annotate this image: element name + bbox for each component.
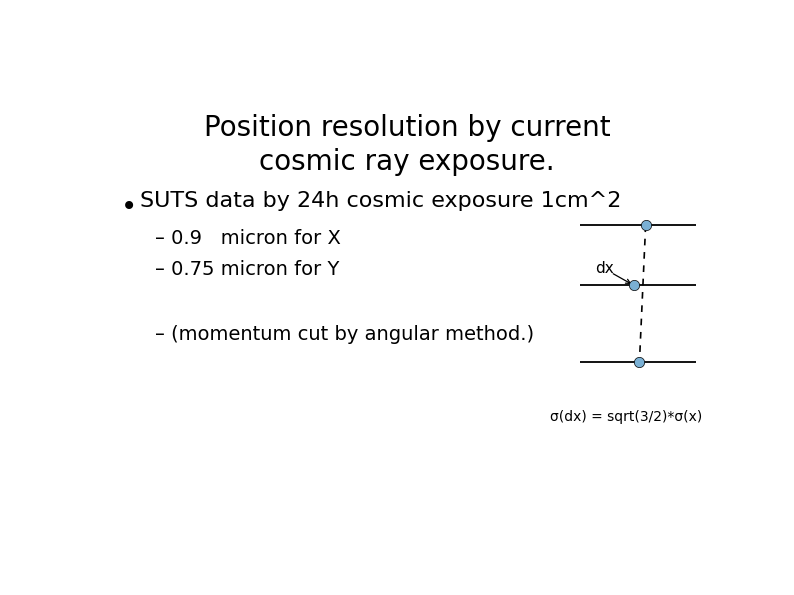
Text: dx: dx [596, 261, 614, 276]
Text: – 0.9   micron for X: – 0.9 micron for X [155, 229, 341, 248]
Point [639, 221, 652, 230]
Text: SUTS data by 24h cosmic exposure 1cm^2: SUTS data by 24h cosmic exposure 1cm^2 [140, 191, 621, 211]
Point [627, 281, 640, 290]
Text: cosmic ray exposure.: cosmic ray exposure. [259, 148, 555, 176]
Text: – 0.75 micron for Y: – 0.75 micron for Y [155, 260, 339, 279]
Text: Position resolution by current: Position resolution by current [203, 114, 611, 142]
Text: – (momentum cut by angular method.): – (momentum cut by angular method.) [155, 325, 534, 345]
Point [633, 358, 646, 367]
Text: σ(dx) = sqrt(3/2)*σ(x): σ(dx) = sqrt(3/2)*σ(x) [550, 410, 703, 424]
Text: •: • [121, 193, 137, 221]
